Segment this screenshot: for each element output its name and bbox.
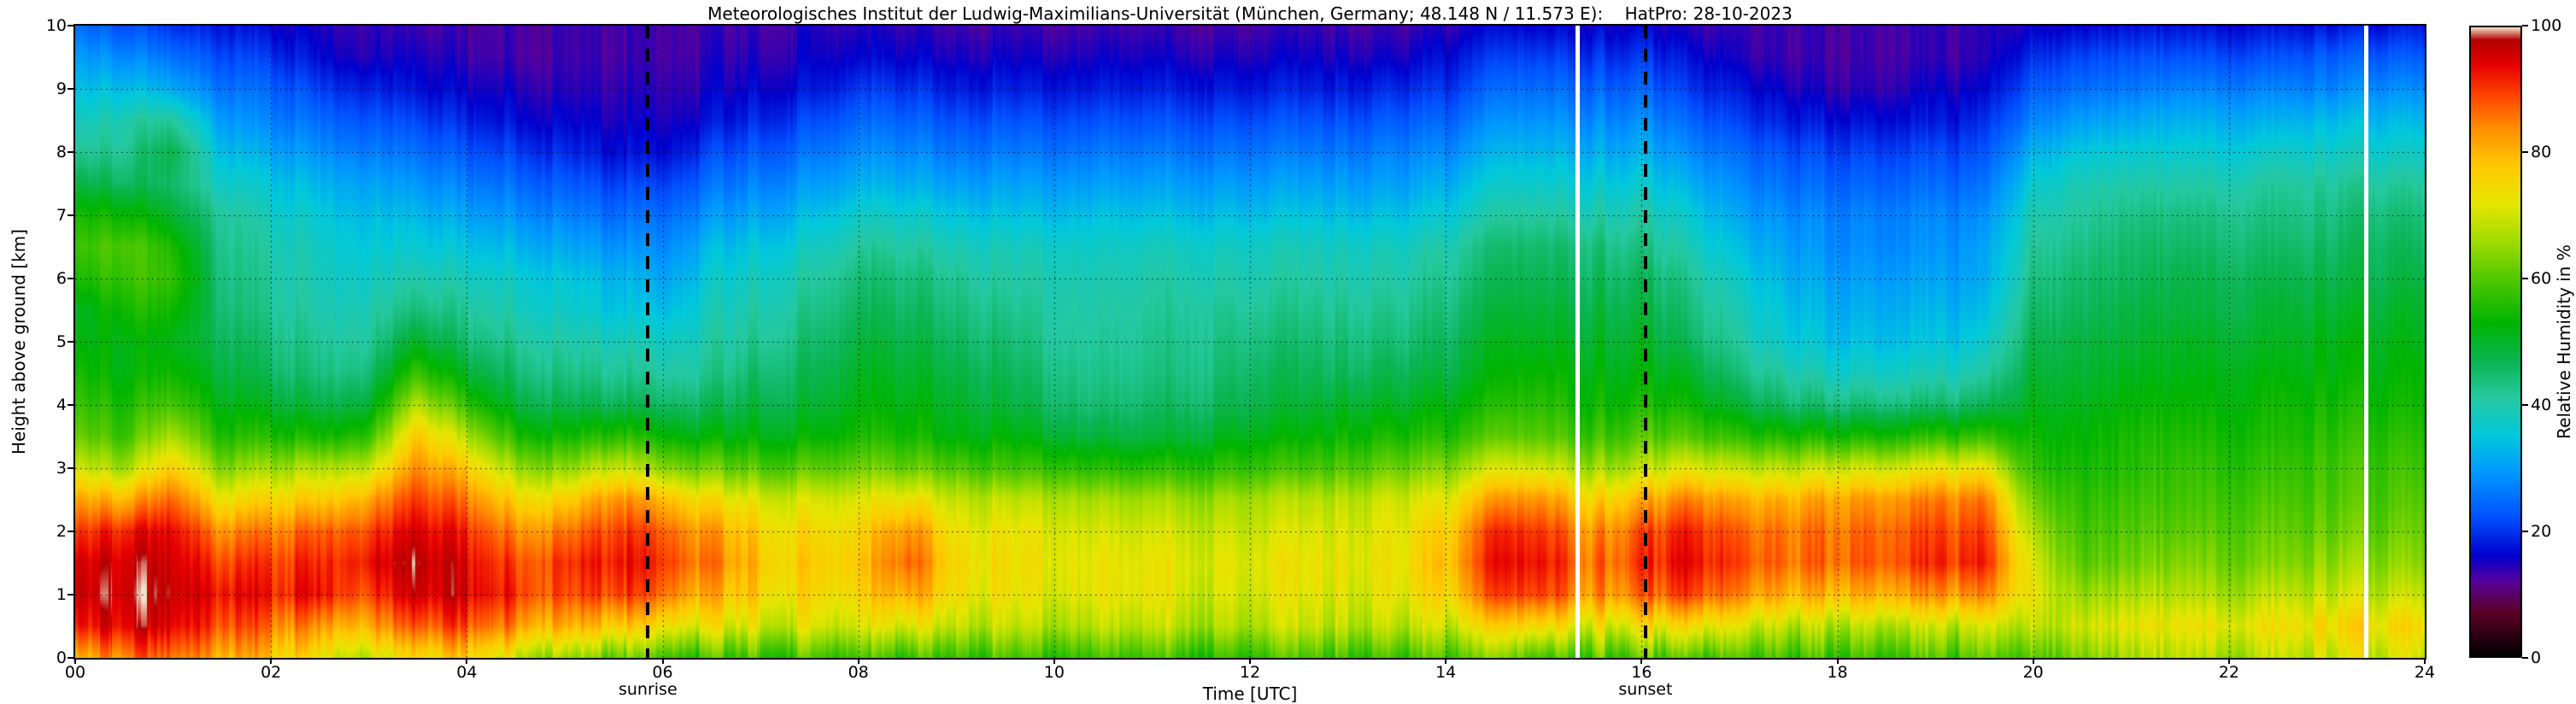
y-tick-label: 0 [56,648,67,667]
y-tick-mark [67,151,73,153]
colorbar-tick-label: 80 [2531,143,2552,161]
y-tick-label: 4 [56,396,67,414]
y-tick-label: 7 [56,206,67,225]
y-tick-mark [67,404,73,406]
x-tick-label: 22 [2218,663,2239,682]
y-tick-label: 1 [56,585,67,604]
colorbar-tick-label: 60 [2531,269,2552,288]
colorbar-tick-label: 20 [2531,522,2552,541]
y-tick-label: 2 [56,522,67,541]
y-tick-label: 9 [56,79,67,98]
y-tick-mark [67,657,73,659]
heatmap-canvas [75,26,2425,658]
x-tick-label: 20 [2022,663,2044,682]
x-tick-label: 06 [652,663,673,682]
colorbar-tick-mark [2522,657,2528,659]
x-tick-mark [1053,658,1055,664]
x-tick-mark [1249,658,1251,664]
y-tick-mark [67,214,73,216]
x-tick-label: 14 [1435,663,1457,682]
data-gap-line [2363,26,2368,658]
y-tick-mark [67,88,73,90]
x-tick-mark [1640,658,1643,664]
sunrise-line [646,26,650,658]
colorbar [2469,26,2522,658]
x-tick-mark [661,658,664,664]
x-tick-label: 24 [2414,663,2436,682]
x-tick-label: 18 [1827,663,1848,682]
x-tick-mark [2032,658,2034,664]
colorbar-tick-label: 40 [2531,396,2552,414]
x-tick-mark [74,658,76,664]
x-tick-label: 02 [261,663,282,682]
x-tick-label: 08 [848,663,869,682]
colorbar-tick-mark [2522,151,2528,153]
x-tick-mark [466,658,468,664]
x-tick-label: 12 [1239,663,1261,682]
x-tick-mark [1836,658,1839,664]
sunset-label: sunset [1618,680,1673,699]
x-tick-mark [2424,658,2426,664]
y-tick-mark [67,531,73,532]
y-tick-mark [67,25,73,26]
y-tick-label: 8 [56,143,67,161]
x-tick-mark [2227,658,2230,664]
colorbar-label: Relative Humidity in % [2554,244,2574,439]
x-tick-label: 04 [456,663,478,682]
y-tick-label: 10 [45,16,67,35]
y-tick-mark [67,594,73,595]
x-tick-mark [1445,658,1447,664]
x-axis-label: Time [UTC] [1202,683,1298,704]
colorbar-tick-label: 100 [2531,16,2562,35]
chart-title: Meteorologisches Institut der Ludwig-Max… [707,3,1793,24]
colorbar-tick-mark [2522,404,2528,406]
x-tick-mark [270,658,273,664]
x-tick-label: 16 [1631,663,1652,682]
x-tick-mark [857,658,860,664]
y-tick-mark [67,278,73,279]
y-tick-mark [67,341,73,343]
colorbar-tick-mark [2522,278,2528,279]
sunset-line [1643,26,1647,658]
y-tick-label: 6 [56,269,67,288]
colorbar-tick-mark [2522,531,2528,532]
data-gap-line [1576,26,1581,658]
y-tick-mark [67,467,73,469]
colorbar-tick-mark [2522,25,2528,26]
y-tick-label: 3 [56,459,67,478]
x-tick-label: 00 [64,663,86,682]
sunrise-label: sunrise [618,680,678,699]
x-tick-label: 10 [1043,663,1065,682]
colorbar-tick-label: 0 [2531,648,2542,667]
y-tick-label: 5 [56,332,67,351]
